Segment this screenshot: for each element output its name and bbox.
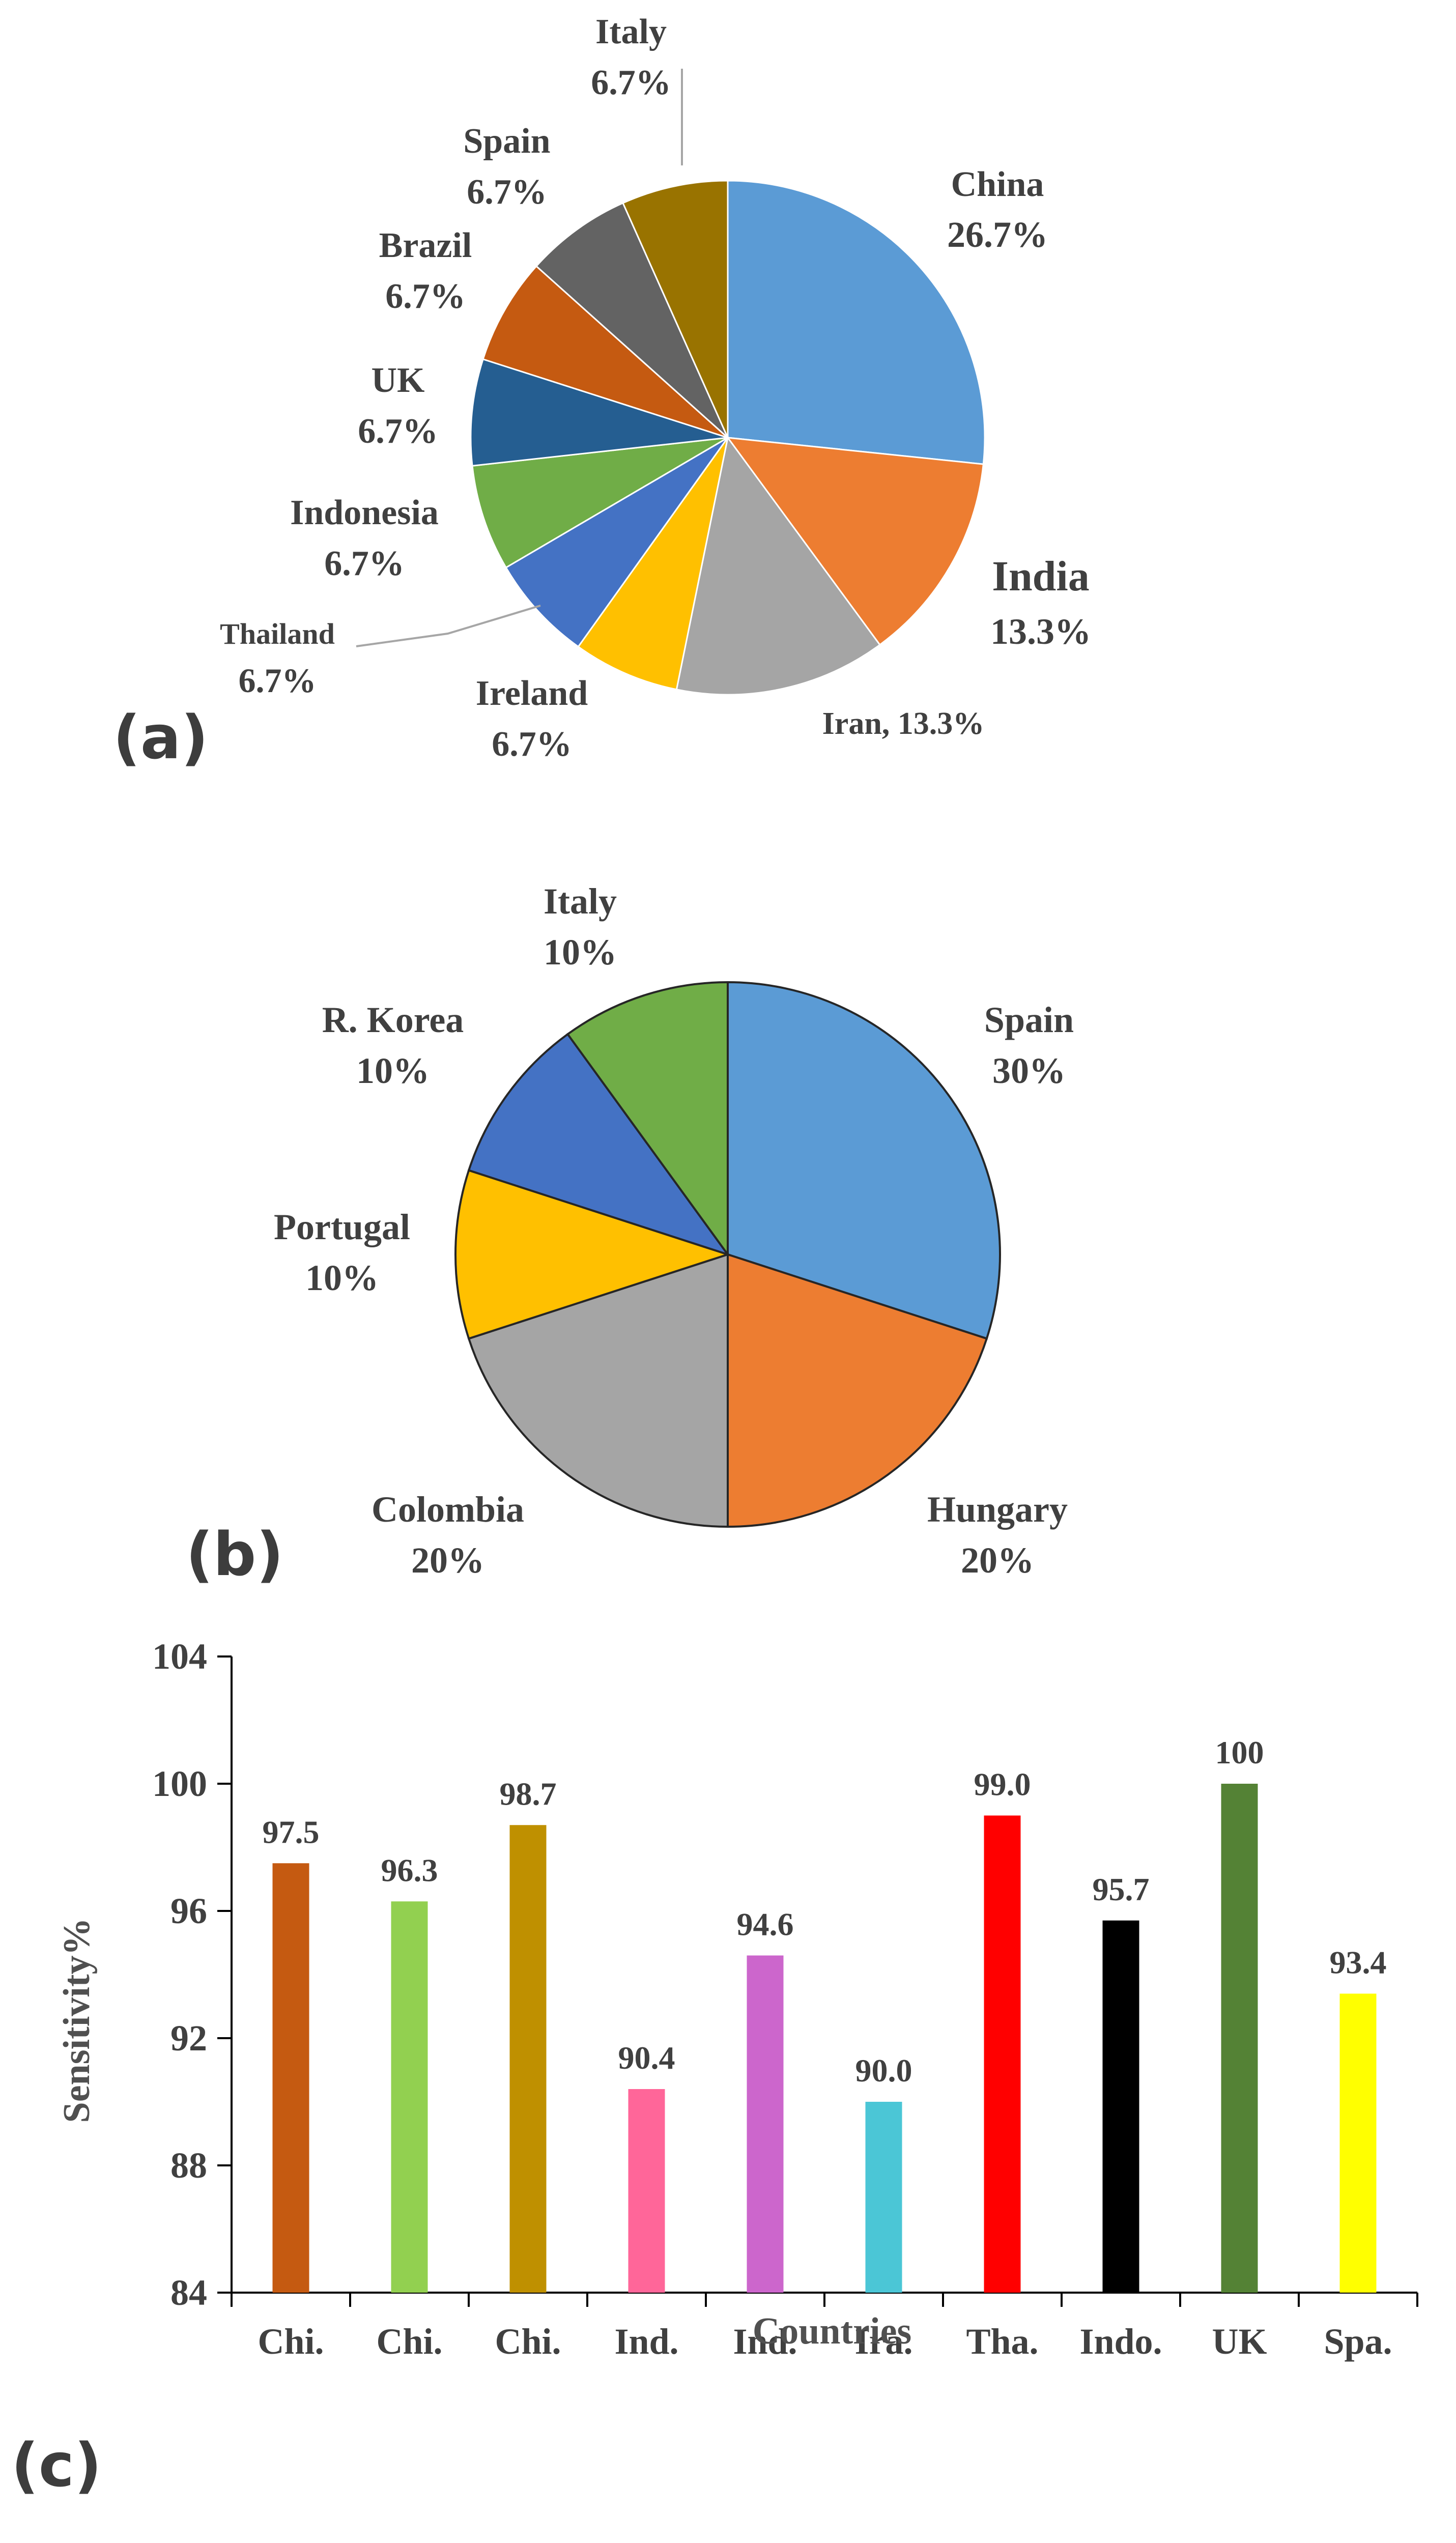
bar-6-tha — [984, 1815, 1021, 2293]
data-label-1: 96.3 — [381, 1852, 438, 1888]
pie-slice-india — [726, 437, 984, 646]
bar-3-ind — [628, 2089, 665, 2293]
pie-chart-a: China 26.7% India 13.3% Iran, 13.3% Ireland 6.… — [220, 12, 1091, 764]
pie-label-colombia: Colombia — [372, 1489, 524, 1530]
pie-label-indonesia: Indonesia — [290, 493, 439, 532]
x-tick-label-2: Chi. — [495, 2321, 561, 2362]
pie-slice-portugal — [454, 1169, 731, 1340]
x-tick-label-8: UK — [1212, 2321, 1267, 2362]
pie-label-italy: Italy — [595, 12, 667, 51]
panel-c-tag: (c) — [11, 2430, 102, 2500]
pie-label-thailand: Thailand — [220, 617, 335, 650]
pie-slice-china — [727, 180, 986, 465]
pie-slice-spain — [727, 981, 1001, 1340]
pie-slice-thailand — [505, 437, 729, 648]
pie-label-uk: UK — [372, 361, 425, 400]
data-label-5: 90.0 — [855, 2052, 912, 2089]
pie-value-italy: 6.7% — [591, 63, 671, 102]
pie-label-ireland: Ireland — [476, 674, 588, 713]
pie-value-iran: Iran, 13.3% — [822, 706, 985, 741]
y-tick-label-88: 88 — [170, 2145, 207, 2186]
pie-value-thailand: 6.7% — [239, 661, 317, 700]
x-tick-label-0: Chi. — [258, 2321, 324, 2362]
pie-value-ireland: 6.7% — [492, 725, 572, 764]
x-tick-label-1: Chi. — [376, 2321, 442, 2362]
x-axis-title: Countries — [753, 2310, 911, 2352]
data-label-9: 93.4 — [1330, 1945, 1387, 1981]
pie-value-spain: 30% — [992, 1050, 1066, 1091]
pie-label-china: China — [951, 165, 1044, 204]
pie-value-brazil: 6.7% — [385, 277, 466, 316]
pie-value-r-korea: 10% — [356, 1050, 430, 1091]
y-tick-label-92: 92 — [170, 2018, 207, 2059]
bar-5-ira — [865, 2102, 902, 2293]
y-tick-label-104: 104 — [152, 1636, 207, 1677]
data-label-8: 100 — [1215, 1734, 1264, 1770]
pie-value-portugal: 10% — [305, 1258, 379, 1298]
pie-label-spain: Spain — [984, 999, 1074, 1040]
pie-slice-italy — [622, 180, 729, 438]
data-label-2: 98.7 — [500, 1776, 557, 1812]
pie-value-china: 26.7% — [947, 214, 1048, 255]
bar-1-chi — [391, 1901, 428, 2293]
pie-label-italy: Italy — [544, 881, 617, 922]
pie-value-hungary: 20% — [961, 1540, 1034, 1581]
pie-slice-spain — [535, 202, 729, 439]
data-label-0: 97.5 — [263, 1814, 320, 1850]
pie-slice-hungary — [727, 1253, 988, 1528]
x-tick-label-3: Ind. — [614, 2321, 678, 2362]
pie-slice-indonesia — [471, 437, 728, 569]
pie-label-r-korea: R. Korea — [322, 999, 464, 1040]
y-tick-label-96: 96 — [170, 1891, 207, 1931]
pie-value-indonesia: 6.7% — [324, 544, 405, 583]
bar-chart-c: 84 88 92 96 100 104 97.5 Chi. 96.3 Chi. 98.7 Chi. 9… — [56, 1636, 1418, 2362]
pie-slice-uk — [470, 358, 728, 467]
pie-label-portugal: Portugal — [274, 1207, 410, 1247]
pie-slice-iran — [675, 436, 881, 696]
bar-4-ind — [747, 1955, 784, 2293]
pie-label-hungary: Hungary — [927, 1489, 1068, 1530]
x-tick-label-6: Tha. — [966, 2321, 1038, 2362]
x-tick-label-4: Ind. — [733, 2321, 797, 2362]
bar-7-indo — [1102, 1920, 1139, 2293]
pie-label-spain: Spain — [463, 122, 550, 161]
data-label-6: 99.0 — [974, 1766, 1031, 1803]
y-tick-label-84: 84 — [170, 2272, 207, 2313]
pie-label-brazil: Brazil — [379, 226, 472, 265]
bar-2-chi — [509, 1825, 547, 2293]
pie-value-colombia: 20% — [411, 1540, 484, 1581]
pie-slice-colombia — [467, 1253, 729, 1528]
pie-label-india: India — [992, 553, 1089, 600]
thailand-leader-line — [356, 605, 541, 647]
y-axis-title: Sensitivity% — [56, 1918, 98, 2123]
panel-a-tag: (a) — [113, 702, 209, 773]
data-label-3: 90.4 — [618, 2040, 675, 2076]
bar-8-uk — [1221, 1784, 1258, 2293]
pie-slice-r-korea — [467, 1033, 731, 1256]
pie-value-uk: 6.7% — [358, 412, 438, 451]
data-label-4: 94.6 — [737, 1906, 794, 1942]
pie-slice-italy — [566, 981, 729, 1258]
pie-value-india: 13.3% — [990, 611, 1091, 652]
y-tick-label-100: 100 — [152, 1763, 207, 1804]
x-tick-label-5: Ira. — [855, 2321, 913, 2362]
bar-9-spa — [1339, 1993, 1377, 2293]
pie-slice-ireland — [577, 437, 729, 691]
pie-slice-brazil — [482, 265, 729, 439]
pie-value-spain: 6.7% — [467, 173, 547, 212]
panel-b-tag: (b) — [186, 1519, 283, 1589]
pie-chart-b: Spain 30% Hungary 20% Colombia 20% Portugal 10%… — [274, 881, 1074, 1581]
bar-0-chi — [272, 1863, 309, 2293]
x-tick-label-9: Spa. — [1324, 2321, 1392, 2362]
pie-value-italy: 10% — [544, 932, 617, 973]
data-label-7: 95.7 — [1093, 1871, 1150, 1907]
x-tick-label-7: Indo. — [1079, 2321, 1162, 2362]
